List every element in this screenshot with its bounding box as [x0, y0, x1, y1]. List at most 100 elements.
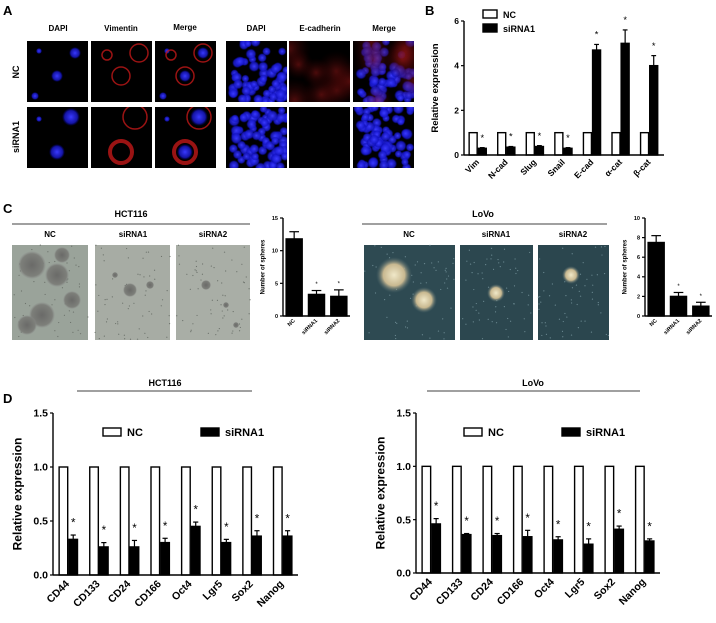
sphere: [112, 272, 118, 278]
ecadherin-signal: [360, 84, 394, 102]
legend-swatch-NC: [482, 9, 498, 19]
cell-speck: [78, 286, 81, 288]
sphere: [17, 315, 37, 335]
cell-speck: [445, 271, 447, 273]
cell-speck: [212, 247, 214, 249]
nucleus: [243, 41, 253, 48]
vimentin-signal: [186, 107, 212, 130]
cell-speck: [442, 318, 444, 320]
nucleus: [251, 130, 262, 141]
cell-speck: [597, 301, 599, 304]
micrograph-background: [91, 107, 152, 168]
significance-asterisk: *: [255, 513, 260, 525]
cell-speck: [216, 299, 219, 302]
bar-value-NC: [285, 238, 303, 317]
title-hct116-spheres: HCT116: [114, 209, 147, 219]
cell-speck: [421, 334, 424, 336]
nucleus: [232, 149, 243, 160]
cell-speck: [63, 314, 66, 316]
nucleus: [228, 159, 240, 168]
cell-speck: [570, 334, 573, 336]
nucleus: [393, 131, 402, 140]
bar-NC-CD133: [451, 465, 462, 574]
cell-speck: [54, 330, 56, 332]
significance-asterisk: *: [315, 282, 318, 288]
cell-speck: [475, 309, 477, 311]
bar-NC-CD24: [119, 466, 130, 576]
cell-speck: [412, 281, 414, 283]
cell-speck: [541, 334, 543, 337]
bar-siRNA1-CD133: [461, 533, 472, 574]
chart-hct116-stemness: * CD44 * CD133 * CD24 * CD166 * Oct4 * Lgr5 * Sox2 * Na…: [11, 408, 298, 610]
bar-NC-E-cad: [582, 131, 593, 156]
cell-speck: [383, 299, 386, 301]
nucleus: [246, 118, 257, 130]
cell-speck: [523, 318, 525, 320]
vimentin-signal: [193, 43, 213, 63]
cell-speck: [586, 278, 588, 280]
bar-NC-CD133: [89, 466, 100, 576]
cell-speck: [223, 315, 225, 317]
cell-speck: [481, 272, 483, 274]
cell-speck: [429, 244, 431, 247]
cell-speck: [127, 308, 129, 310]
nucleus: [257, 53, 267, 63]
ecadherin-signal: [384, 41, 414, 78]
cell-speck: [475, 302, 477, 305]
cell-speck: [142, 315, 144, 317]
cell-speck: [39, 244, 41, 246]
x-tick-label: CD44: [44, 578, 72, 606]
bar-siRNA1-CD166: [160, 541, 171, 576]
cell-speck: [14, 316, 16, 319]
nucleus: [245, 48, 257, 60]
cell-speck: [218, 327, 220, 330]
y-tick-label: 5: [275, 281, 278, 287]
ecadherin-signal: [289, 78, 317, 102]
nucleus: [51, 70, 63, 82]
y-axis-label: Relative expression: [430, 43, 441, 132]
significance-asterisk: *: [586, 521, 591, 533]
x-tick-label: α-cat: [603, 157, 625, 179]
cell-speck: [571, 287, 574, 289]
cell-speck: [239, 326, 241, 329]
cell-speck: [566, 316, 568, 318]
cell-speck: [490, 247, 493, 250]
cell-speck: [106, 298, 108, 300]
col-header-merge-2: Merge: [372, 24, 396, 33]
cell-speck: [404, 326, 407, 328]
significance-asterisk: *: [285, 513, 290, 525]
cell-speck: [465, 279, 467, 281]
cell-speck: [564, 312, 566, 315]
cell-speck: [48, 261, 50, 264]
nucleus: [377, 149, 388, 160]
x-tick-label: Lgr5: [201, 578, 226, 603]
cell-speck: [579, 295, 582, 297]
legend-swatch-NC: [102, 427, 122, 437]
immunofluorescence-images: [27, 41, 414, 168]
x-tick-label: Sox2: [592, 576, 618, 602]
chart-lovo-spheres: NC * siRNA1 * siRNA2 0 2 4 6 8 10 Number of spheres: [623, 216, 712, 336]
micrograph-content: [31, 47, 81, 100]
vimentin-signal: [108, 139, 134, 165]
cell-speck: [151, 313, 153, 315]
significance-asterisk: *: [71, 518, 76, 530]
bar-siRNA1-Nanog: [644, 540, 655, 574]
cell-speck: [503, 261, 505, 263]
cell-speck: [545, 333, 548, 336]
bar-NC-Sox2: [604, 465, 615, 574]
bar-NC-Oct4: [543, 465, 554, 574]
cell-speck: [540, 301, 542, 303]
cell-speck: [87, 316, 89, 318]
cell-speck: [577, 327, 579, 329]
cell-speck: [78, 283, 81, 285]
nucleus: [242, 152, 251, 161]
legend-label-siRNA1: siRNA1: [225, 427, 264, 439]
cell-speck: [182, 319, 184, 322]
cell-speck: [249, 299, 251, 301]
cell-speck: [423, 263, 426, 265]
significance-asterisk: *: [163, 521, 168, 533]
bar-siRNA1-CD44: [68, 538, 79, 576]
bar-siRNA1-CD24: [129, 546, 140, 576]
cell-speck: [241, 263, 243, 265]
cell-speck: [231, 259, 233, 261]
